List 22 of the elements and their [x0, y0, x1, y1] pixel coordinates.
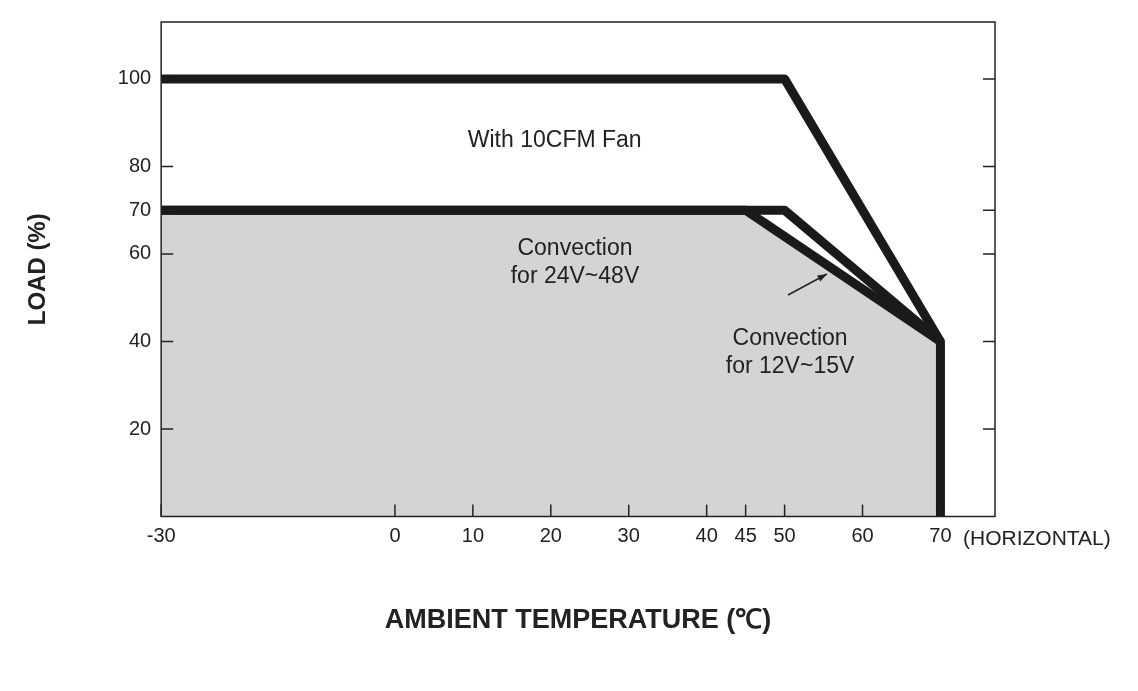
x-tick-label: 70 [929, 524, 952, 547]
y-tick-label: 70 [128, 197, 152, 220]
series-label: Convection for 24V~48V [510, 234, 640, 289]
x-tick-label: 40 [695, 524, 718, 547]
x-tick-label: 50 [773, 524, 796, 547]
x-tick-label: 45 [734, 524, 757, 547]
y-tick-label: 40 [128, 329, 152, 352]
x-tick-label: 0 [389, 524, 401, 547]
y-tick-label: 80 [128, 153, 152, 176]
y-tick-label: 20 [128, 416, 152, 439]
x-tick-label: -30 [146, 524, 176, 547]
x-tick-label: 60 [851, 524, 874, 547]
x-tick-label: 10 [461, 524, 485, 547]
y-axis-title: LOAD (%) [23, 213, 51, 326]
series-label: Convection for 12V~15V [725, 323, 855, 378]
y-tick-label: 60 [128, 241, 152, 264]
text: With 10CFM Fan [467, 125, 642, 152]
x-tick-label: 30 [617, 524, 640, 547]
text: (HORIZONTAL) [963, 525, 1111, 549]
x-tick-label: 20 [539, 524, 562, 547]
x-axis-title: AMBIENT TEMPERATURE (℃) [384, 604, 772, 635]
y-tick-label: 100 [117, 66, 152, 89]
